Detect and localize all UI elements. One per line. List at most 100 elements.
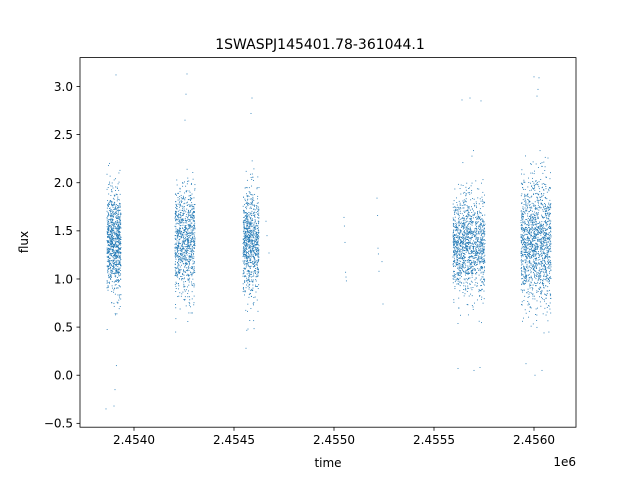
data-point bbox=[469, 273, 470, 274]
data-point bbox=[250, 254, 252, 256]
data-point bbox=[247, 219, 249, 221]
data-point bbox=[454, 241, 455, 242]
data-point bbox=[472, 256, 474, 258]
data-point bbox=[244, 280, 245, 282]
data-point bbox=[456, 251, 458, 253]
data-point bbox=[118, 238, 119, 240]
data-point bbox=[468, 247, 470, 249]
data-point bbox=[118, 261, 120, 263]
data-point bbox=[525, 255, 527, 257]
data-point bbox=[526, 248, 528, 250]
data-point bbox=[534, 265, 536, 267]
data-point bbox=[524, 213, 526, 215]
data-point bbox=[109, 204, 110, 205]
data-point bbox=[245, 262, 247, 264]
data-point bbox=[179, 221, 180, 223]
data-point bbox=[255, 235, 257, 237]
data-point bbox=[527, 237, 528, 238]
data-point bbox=[111, 252, 113, 254]
data-point bbox=[481, 244, 483, 246]
data-point bbox=[528, 239, 530, 241]
data-point bbox=[475, 251, 476, 253]
data-point bbox=[119, 235, 121, 237]
data-point bbox=[176, 231, 178, 232]
data-point bbox=[520, 195, 522, 197]
data-point bbox=[182, 205, 184, 207]
data-point bbox=[176, 254, 178, 256]
data-point bbox=[456, 227, 458, 229]
data-point bbox=[118, 216, 120, 218]
data-point bbox=[194, 244, 196, 246]
data-point bbox=[109, 200, 111, 202]
data-point bbox=[539, 207, 541, 209]
data-point bbox=[187, 235, 188, 237]
data-point bbox=[531, 255, 533, 257]
data-point bbox=[544, 208, 546, 210]
data-point bbox=[113, 305, 115, 307]
data-point bbox=[533, 249, 535, 251]
data-point bbox=[249, 247, 251, 249]
data-point bbox=[254, 227, 256, 229]
data-point bbox=[472, 242, 473, 244]
data-point bbox=[470, 223, 472, 225]
data-point bbox=[538, 181, 540, 183]
data-point bbox=[455, 233, 457, 235]
data-point bbox=[244, 220, 246, 222]
data-point bbox=[244, 227, 246, 229]
data-point bbox=[178, 245, 180, 247]
data-point bbox=[458, 238, 460, 240]
data-point bbox=[523, 282, 525, 284]
data-point bbox=[550, 294, 552, 296]
data-point bbox=[456, 197, 457, 199]
data-point bbox=[456, 229, 458, 231]
data-point bbox=[178, 244, 180, 246]
data-point bbox=[524, 227, 526, 229]
data-point bbox=[107, 204, 109, 206]
data-point bbox=[117, 251, 119, 253]
data-point bbox=[467, 282, 468, 284]
data-point bbox=[530, 214, 532, 216]
data-point bbox=[463, 210, 465, 212]
data-point bbox=[119, 262, 120, 264]
data-point bbox=[481, 245, 483, 247]
data-point bbox=[484, 223, 486, 225]
data-point bbox=[460, 227, 462, 228]
data-point bbox=[250, 308, 252, 309]
data-point bbox=[541, 262, 543, 264]
data-point bbox=[116, 233, 118, 235]
data-point bbox=[246, 233, 248, 235]
data-point bbox=[478, 210, 480, 212]
data-point bbox=[191, 249, 193, 251]
data-point bbox=[461, 268, 463, 269]
data-point bbox=[549, 261, 551, 263]
data-point bbox=[249, 250, 251, 252]
data-point bbox=[247, 205, 249, 206]
data-point bbox=[473, 252, 475, 254]
data-point bbox=[111, 216, 113, 218]
data-point bbox=[528, 296, 530, 298]
data-point bbox=[256, 264, 258, 266]
data-point bbox=[177, 267, 179, 269]
data-point bbox=[527, 232, 529, 234]
data-point bbox=[549, 271, 551, 273]
data-point bbox=[245, 242, 247, 244]
data-point bbox=[539, 241, 541, 242]
data-point bbox=[524, 242, 526, 244]
data-point bbox=[463, 255, 465, 256]
data-point bbox=[243, 272, 245, 274]
data-point bbox=[475, 277, 477, 279]
data-point bbox=[534, 266, 535, 268]
data-point bbox=[111, 209, 113, 211]
data-point bbox=[456, 279, 457, 281]
data-point bbox=[184, 263, 186, 265]
data-point bbox=[453, 200, 455, 202]
data-point bbox=[540, 238, 542, 240]
data-point bbox=[182, 244, 184, 245]
data-point bbox=[113, 264, 115, 266]
data-point bbox=[187, 250, 189, 251]
data-point bbox=[537, 223, 539, 224]
data-point bbox=[453, 244, 455, 246]
data-point bbox=[457, 206, 459, 208]
data-point bbox=[455, 209, 457, 211]
data-point bbox=[244, 204, 245, 206]
